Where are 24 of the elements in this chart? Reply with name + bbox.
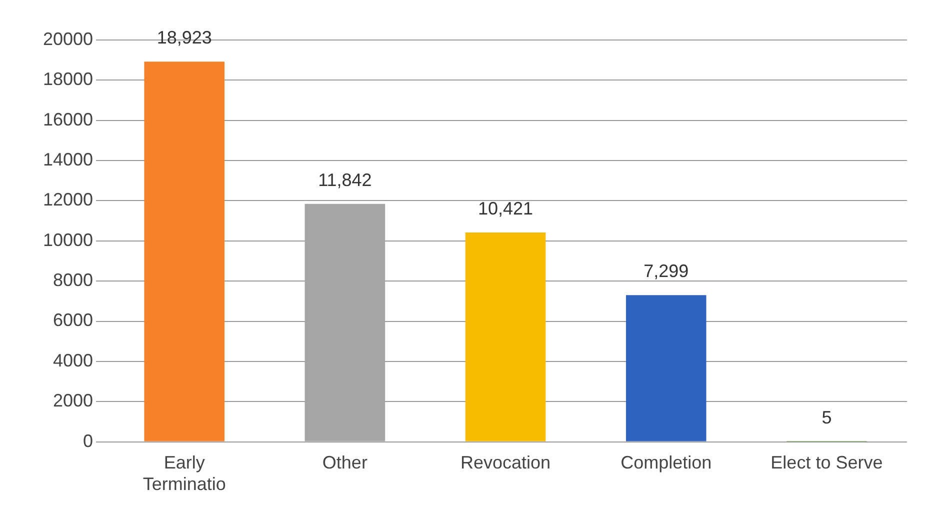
- y-tick-label: 12000: [42, 190, 94, 210]
- x-tick-label: Revocation: [460, 452, 551, 473]
- y-tick-label: 8000: [53, 270, 94, 290]
- y-tick-label: 4000: [53, 350, 94, 370]
- data-label: 7,299: [644, 261, 689, 282]
- bar: [144, 62, 224, 442]
- y-tick-label: 14000: [42, 150, 94, 170]
- x-tick-label: Completion: [620, 452, 712, 473]
- data-label: 18,923: [156, 28, 212, 48]
- data-label: 5: [822, 408, 832, 428]
- y-tick-label: 18000: [42, 69, 94, 90]
- x-tick-label: Other: [322, 452, 368, 473]
- y-tick-label: 2000: [53, 390, 94, 411]
- data-label: 11,842: [318, 170, 372, 190]
- y-tick-label: 20000: [42, 28, 94, 49]
- y-tick-label: 10000: [42, 230, 94, 250]
- y-tick-label: 16000: [42, 109, 94, 130]
- x-tick-label: Elect to Serve: [770, 452, 883, 473]
- y-tick-label: 0: [83, 430, 94, 451]
- bar: [465, 232, 546, 442]
- bar: [626, 295, 706, 442]
- y-tick-label: 6000: [53, 310, 94, 330]
- data-label: 10,421: [478, 198, 534, 218]
- x-tick-label: Early Terminatio: [142, 452, 226, 494]
